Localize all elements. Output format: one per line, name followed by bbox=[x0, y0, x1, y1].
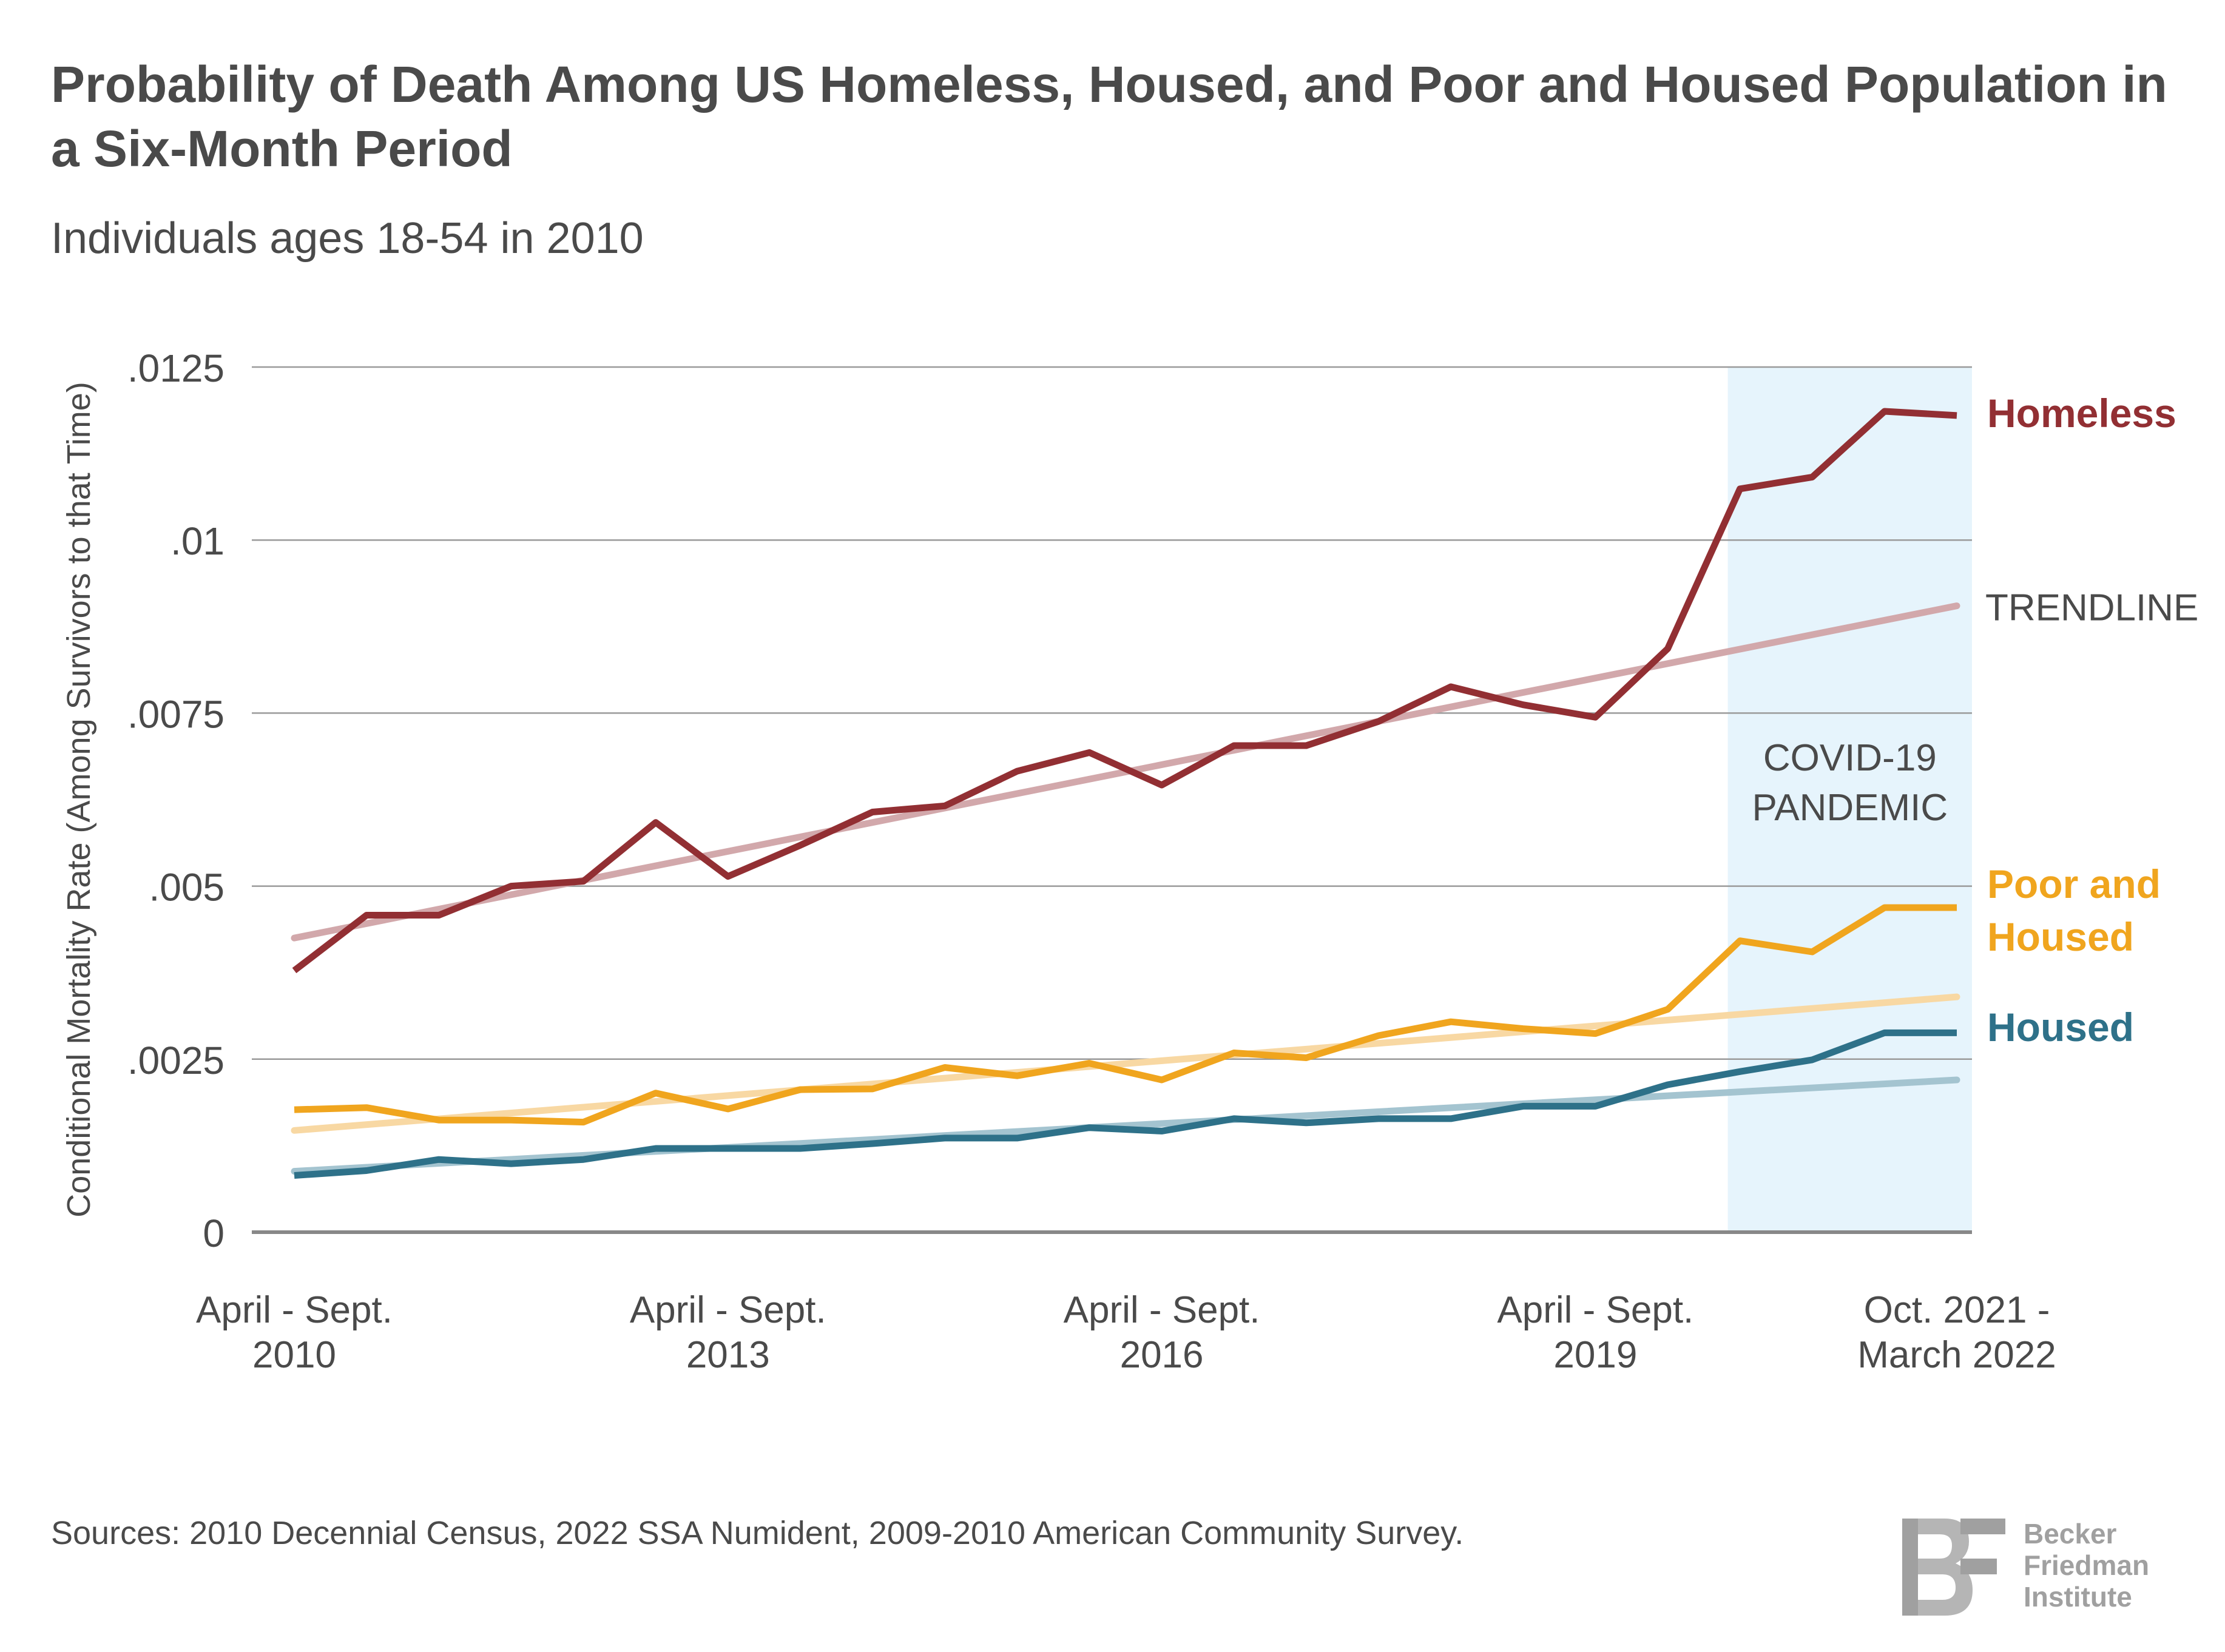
bfi-logo-icon bbox=[1902, 1519, 2005, 1616]
housed-end-label-0: Housed bbox=[1987, 1005, 2134, 1050]
logo-line-1: Becker bbox=[2024, 1518, 2117, 1549]
logo-line-2: Friedman bbox=[2024, 1549, 2150, 1581]
x-tick-label-0-line-2: 2010 bbox=[252, 1334, 336, 1376]
x-tick-label-0-line-1: April - Sept. bbox=[196, 1289, 393, 1331]
pandemic-label-line-1: COVID-19 bbox=[1763, 737, 1937, 779]
poor_housed-series-line bbox=[294, 904, 1957, 1126]
x-tick-label-2-line-1: April - Sept. bbox=[1064, 1289, 1260, 1331]
y-tick-label-4: .01 bbox=[171, 519, 225, 563]
homeless-series-line bbox=[292, 408, 1957, 974]
housed-trendline bbox=[291, 1076, 1960, 1175]
chart-title: Probability of Death Among US Homeless, … bbox=[51, 56, 2167, 177]
x-tick-label-2-line-2: 2016 bbox=[1120, 1334, 1204, 1376]
x-tick-label-3-line-1: April - Sept. bbox=[1497, 1289, 1693, 1331]
source-note: Sources: 2010 Decennial Census, 2022 SSA… bbox=[51, 1515, 1464, 1551]
trendline-label: TRENDLINE bbox=[1985, 587, 2198, 629]
bfi-logo-text: Becker Friedman Institute bbox=[2024, 1518, 2149, 1613]
y-tick-label-0: 0 bbox=[203, 1212, 225, 1255]
x-tick-label-4-line-2: March 2022 bbox=[1857, 1334, 2056, 1376]
y-tick-label-1: .0025 bbox=[127, 1039, 225, 1082]
x-tick-label-1-line-1: April - Sept. bbox=[630, 1289, 826, 1331]
x-tick-label-4-line-1: Oct. 2021 - bbox=[1864, 1289, 2050, 1331]
x-tick-label-3-line-2: 2019 bbox=[1553, 1334, 1637, 1376]
poor_housed-trendline bbox=[291, 993, 1960, 1134]
poor_housed-end-label-0: Poor and bbox=[1987, 861, 2161, 906]
chart-subtitle: Individuals ages 18-54 in 2010 bbox=[51, 214, 644, 263]
poor_housed-end-label-1: Housed bbox=[1987, 914, 2134, 959]
pandemic-label-line-2: PANDEMIC bbox=[1752, 787, 1948, 829]
housed-series-line bbox=[294, 1029, 1957, 1179]
y-axis-label: Conditional Mortality Rate (Among Surviv… bbox=[61, 382, 97, 1218]
homeless-end-label-0: Homeless bbox=[1987, 391, 2176, 436]
y-tick-label-3: .0075 bbox=[127, 692, 225, 736]
x-tick-label-1-line-2: 2013 bbox=[686, 1334, 770, 1376]
mortality-line-chart: COVID-19 PANDEMIC 0 .0025 .005 .0075 .01 .0125 C… bbox=[61, 346, 2198, 1376]
logo-line-3: Institute bbox=[2024, 1581, 2132, 1613]
y-tick-label-5: .0125 bbox=[127, 346, 225, 390]
y-tick-label-2: .005 bbox=[149, 866, 225, 909]
